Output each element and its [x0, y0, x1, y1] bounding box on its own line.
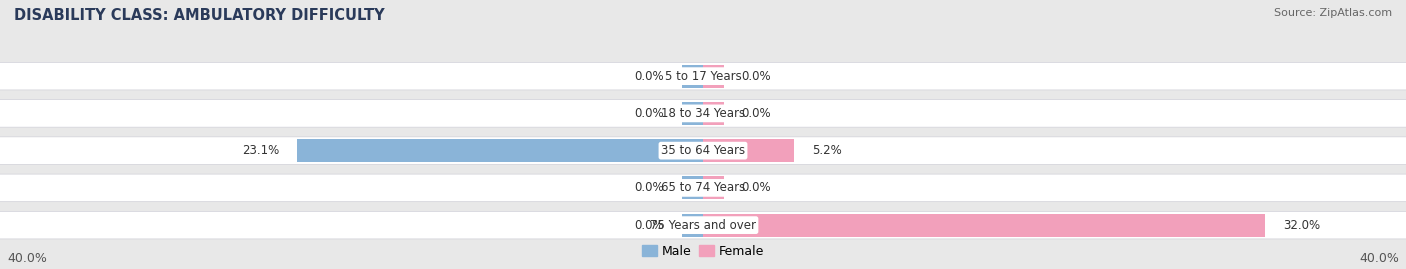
Bar	[682, 176, 703, 199]
Text: Source: ZipAtlas.com: Source: ZipAtlas.com	[1274, 8, 1392, 18]
Text: 0.0%: 0.0%	[634, 107, 665, 120]
FancyBboxPatch shape	[0, 174, 1406, 202]
Text: 40.0%: 40.0%	[1360, 252, 1399, 265]
Bar	[703, 214, 1265, 237]
Text: 0.0%: 0.0%	[742, 70, 772, 83]
Text: 0.0%: 0.0%	[634, 219, 665, 232]
Text: 0.0%: 0.0%	[742, 107, 772, 120]
Bar	[682, 102, 703, 125]
Text: 0.0%: 0.0%	[634, 181, 665, 194]
Legend: Male, Female: Male, Female	[637, 240, 769, 263]
Text: 18 to 34 Years: 18 to 34 Years	[661, 107, 745, 120]
Bar	[703, 65, 724, 88]
Text: 35 to 64 Years: 35 to 64 Years	[661, 144, 745, 157]
Bar	[682, 214, 703, 237]
FancyBboxPatch shape	[0, 211, 1406, 239]
Bar	[703, 102, 724, 125]
Text: 75 Years and over: 75 Years and over	[650, 219, 756, 232]
Text: 23.1%: 23.1%	[242, 144, 280, 157]
Text: 0.0%: 0.0%	[634, 70, 665, 83]
FancyBboxPatch shape	[0, 62, 1406, 90]
Text: 32.0%: 32.0%	[1282, 219, 1320, 232]
Text: 5.2%: 5.2%	[813, 144, 842, 157]
Bar	[297, 139, 703, 162]
Text: 40.0%: 40.0%	[7, 252, 46, 265]
Text: 5 to 17 Years: 5 to 17 Years	[665, 70, 741, 83]
Text: 0.0%: 0.0%	[742, 181, 772, 194]
Bar	[682, 65, 703, 88]
Text: 65 to 74 Years: 65 to 74 Years	[661, 181, 745, 194]
FancyBboxPatch shape	[0, 100, 1406, 127]
Bar	[703, 139, 794, 162]
FancyBboxPatch shape	[0, 137, 1406, 164]
Bar	[703, 176, 724, 199]
Text: DISABILITY CLASS: AMBULATORY DIFFICULTY: DISABILITY CLASS: AMBULATORY DIFFICULTY	[14, 8, 385, 23]
